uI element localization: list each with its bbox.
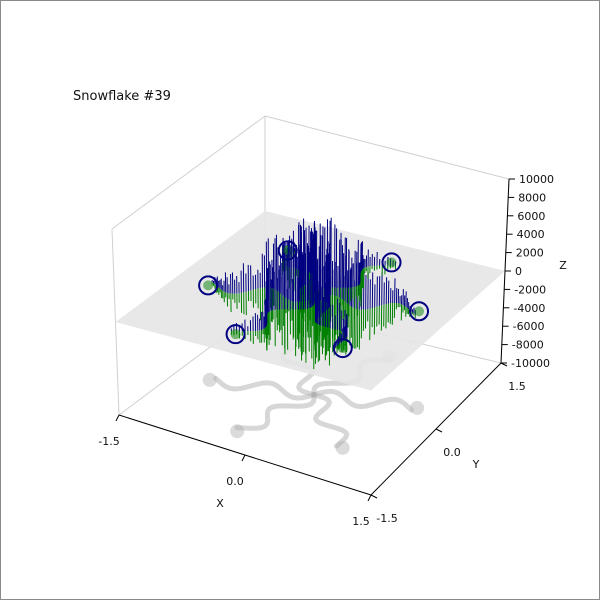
y-tick-label: -1.5	[376, 512, 397, 525]
x-tick	[115, 414, 120, 422]
pane-edge	[111, 115, 266, 230]
z-tick-label: -8000	[512, 339, 544, 352]
arm-tip-blue	[409, 301, 430, 322]
x-tick-label: 0.0	[226, 475, 244, 488]
shadow-tip	[230, 424, 245, 439]
x-axis-label: X	[216, 497, 224, 510]
shadow-arm	[311, 392, 350, 449]
y-tick-label: 0.0	[443, 446, 461, 459]
shadow-tip	[410, 400, 425, 415]
y-tick	[435, 428, 443, 433]
z-axis-label: Z	[559, 259, 567, 272]
chart-title: Snowflake #39	[73, 89, 171, 104]
arm-tip-blue	[225, 324, 246, 345]
axes: -1.5 0.0 1.5 X -1.5 0.0 1.5 Y -10000 -8000 -6000 -4…	[98, 173, 567, 528]
data-stems	[198, 217, 430, 369]
z-tick-label: -2000	[514, 283, 546, 296]
z-tick-label: 2000	[516, 247, 544, 260]
z-tick-label: -10000	[511, 357, 550, 370]
z-tick-label: -6000	[513, 320, 545, 333]
z-tick-label: 4000	[517, 228, 545, 241]
x-tick-label: -1.5	[98, 435, 119, 448]
z-tick-label: 6000	[517, 210, 545, 223]
z-tick-label: 8000	[518, 191, 546, 204]
x-tick	[367, 494, 372, 502]
x-tick-label: 1.5	[352, 515, 370, 528]
y-axis-label: Y	[472, 458, 480, 471]
arm-tip-blue	[381, 252, 402, 273]
arm-tip-blue	[198, 275, 219, 296]
pane-edge	[264, 115, 510, 180]
arm-tip-blue	[332, 338, 353, 359]
z-tick-label: 10000	[519, 173, 554, 186]
z-tick-label: -4000	[513, 302, 545, 315]
y-tick-label: 1.5	[508, 380, 526, 393]
shadow-arm	[234, 392, 317, 431]
arm-tip-green	[203, 280, 214, 291]
shadow-arm	[213, 375, 317, 401]
arm-tip-green	[230, 329, 241, 340]
arm-tip-green	[337, 343, 348, 354]
z-tick-label: 0	[515, 265, 522, 278]
shadow-tip	[335, 440, 350, 455]
arm-tip-green	[414, 306, 425, 317]
y-tick	[370, 494, 378, 499]
x-tick	[241, 454, 246, 462]
arm-tip-green	[386, 257, 397, 268]
stem-positive	[357, 239, 359, 286]
arm-tip-blue	[277, 240, 298, 261]
shadow-arm	[311, 388, 414, 413]
shadow-tip	[202, 372, 217, 387]
